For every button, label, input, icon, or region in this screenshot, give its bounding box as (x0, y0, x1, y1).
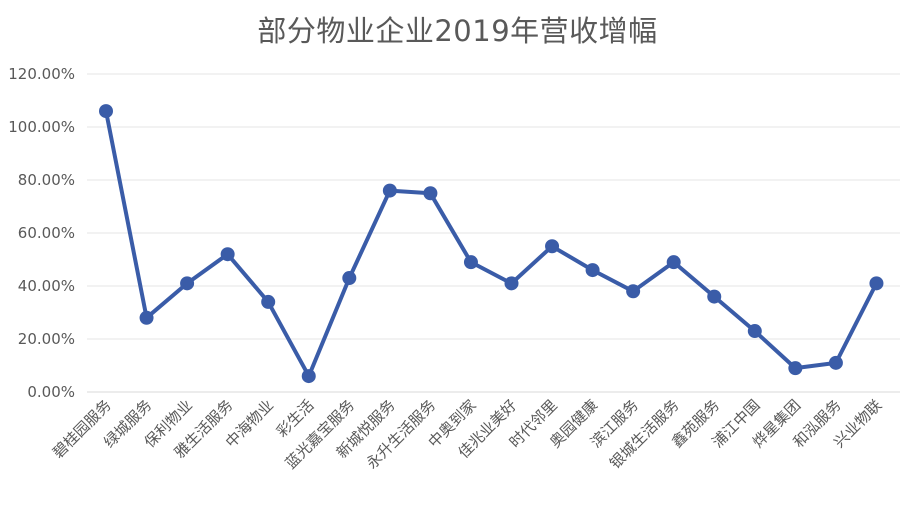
data-point (139, 310, 154, 325)
data-point (99, 104, 113, 119)
data-point (585, 263, 600, 278)
data-point (463, 255, 478, 270)
data-point (666, 255, 681, 270)
data-point (747, 324, 762, 339)
data-point (828, 355, 843, 370)
y-tick-label: 80.00% (18, 171, 75, 189)
data-point (382, 183, 397, 198)
series-line (104, 109, 879, 379)
y-tick-label: 40.00% (18, 277, 75, 295)
data-point (545, 239, 560, 254)
chart-title: 部分物业企业2019年营收增幅 (257, 14, 658, 48)
y-tick-label: 0.00% (27, 383, 75, 401)
data-point (707, 289, 722, 304)
data-point (220, 247, 235, 262)
data-point (180, 276, 195, 291)
data-point (504, 276, 519, 291)
data-point (869, 276, 884, 291)
data-point (261, 294, 276, 309)
y-tick-label: 100.00% (8, 118, 75, 136)
data-point (342, 271, 357, 286)
data-point (626, 284, 641, 299)
data-point (423, 186, 438, 201)
data-point (301, 369, 316, 384)
y-tick-label: 20.00% (18, 330, 75, 348)
y-tick-label: 120.00% (8, 65, 75, 83)
x-tick-label: 碧桂园服务 (49, 396, 115, 462)
y-tick-label: 60.00% (18, 224, 75, 242)
data-point (788, 361, 803, 376)
